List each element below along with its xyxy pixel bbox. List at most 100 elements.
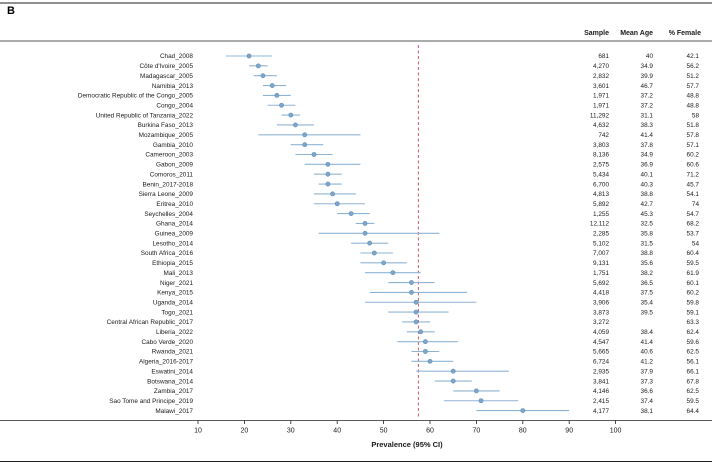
point-estimate [381,260,386,266]
sample-value: 2,935 [593,368,609,375]
forest-row: United Republic of Tanzania_2022 11,292 31… [96,112,700,119]
female-pct-value: 53.7 [687,231,700,238]
sample-value: 5,692 [593,280,609,287]
mean-age-value: 39.5 [641,309,654,316]
sample-value: 4,177 [593,408,609,415]
row-label: Burkina Faso_2013 [138,122,194,129]
forest-row: Eritrea_2010 5,892 42.7 74 [156,201,699,208]
point-estimate [274,93,280,98]
x-tick-label: 60 [426,428,434,435]
x-axis-title: Prevalence (95% CI) [371,440,443,449]
female-pct-value: 59.8 [687,299,700,306]
forest-row: Sao Tome and Principe_2019 2,415 37.4 59.5 [109,398,699,405]
mean-age-value: 42.7 [641,201,654,208]
x-tick-label: 70 [473,428,481,435]
point-estimate [478,398,484,404]
female-pct-value: 61.9 [687,270,700,277]
mean-age-value: 35.8 [641,231,654,238]
mean-age-value: 40.3 [641,181,654,188]
female-pct-value: 59.5 [687,398,700,405]
mean-age-value: 37.3 [641,378,654,385]
sample-value: 2,285 [593,231,609,238]
sample-value: 11,292 [590,112,610,119]
row-label: Kenya_2015 [157,290,193,297]
point-estimate [473,388,479,394]
female-pct-value: 54.1 [687,191,700,198]
mean-age-value: 41.2 [641,359,654,366]
forest-row: Benin_2017-2018 6,700 40.3 45.7 [143,181,700,188]
sample-value: 3,873 [593,309,609,316]
female-pct-value: 57.7 [687,83,700,90]
sample-value: 5,665 [593,349,609,356]
row-label: Algeria_2016-2017 [139,359,193,366]
x-tick-label: 100 [610,428,622,435]
forest-row: Comoros_2011 5,434 40.1 71.2 [150,171,700,178]
row-label: Benin_2017-2018 [143,181,194,188]
mean-age-value: 34.9 [641,63,654,70]
mean-age-value: 37.5 [641,290,654,297]
mean-age-value: 38.3 [641,122,654,129]
point-estimate [409,289,414,295]
sample-value: 12,112 [590,221,610,228]
female-pct-value: 56.1 [687,359,700,366]
mean-age-value: 36.5 [641,280,654,287]
sample-value: 5,892 [593,201,609,208]
mean-age-value: 38.2 [641,270,654,277]
row-label: Zambia_2017 [154,388,194,395]
row-label: Central African Republic_2017 [107,319,194,326]
female-pct-value: 60.2 [687,290,700,297]
female-pct-value: 63.3 [687,319,700,326]
sample-value: 9,131 [593,260,609,267]
forest-row: Burkina Faso_2013 4,632 38.3 51.8 [138,122,700,129]
row-label: Ghana_2014 [156,221,193,228]
sample-value: 4,059 [593,329,609,336]
point-estimate [334,201,340,207]
forest-row: Botswana_2014 3,841 37.3 67.8 [147,378,699,385]
row-label: Cameroon_2003 [145,152,193,159]
row-label: Ethiopia_2015 [152,260,193,267]
forest-row: Seychelles_2004 1,255 45.3 54.7 [144,211,699,218]
x-tick-label: 90 [565,428,573,435]
female-pct-value: 54.7 [687,211,700,218]
point-estimate [422,339,428,345]
mean-age-value: 46.7 [641,83,654,90]
female-pct-value: 51.2 [687,73,700,80]
sample-value: 742 [598,132,609,139]
row-label: Botswana_2014 [147,378,193,385]
point-estimate [450,368,456,374]
sample-value: 3,906 [593,299,609,306]
female-pct-value: 59.5 [687,260,700,267]
row-label: Namibia_2013 [152,83,194,90]
forest-row: Togo_2021 3,873 39.5 59.1 [161,309,699,316]
point-estimate [418,329,424,335]
sample-value: 4,547 [593,339,609,346]
point-estimate [450,378,456,384]
point-estimate [413,299,419,305]
female-pct-value: 48.8 [687,93,700,100]
point-estimate [348,211,354,216]
point-estimate [325,181,331,187]
forest-row: Congo_2004 1,971 37.2 48.8 [156,102,699,109]
sample-value: 2,415 [593,398,609,405]
sample-value: 3,272 [593,319,609,326]
mean-age-value: 31.5 [641,240,654,247]
female-pct-value: 67.8 [687,378,700,385]
sample-value: 5,434 [593,171,609,178]
sample-value: 6,700 [593,181,609,188]
female-pct-value: 60.2 [687,152,700,159]
row-label: Gambia_2010 [153,142,194,149]
row-label: Guinea_2009 [155,231,194,238]
female-pct-value: 64.4 [687,408,700,415]
point-estimate [325,171,331,177]
x-tick-label: 20 [241,428,249,435]
x-tick-label: 80 [519,428,527,435]
point-estimate [409,280,414,285]
forest-row: Guinea_2009 2,285 35.8 53.7 [155,231,700,238]
mean-age-value: 38.8 [641,250,654,257]
row-label: Liberia_2022 [156,329,193,336]
sample-value: 681 [598,53,609,60]
mean-age-value: 38.1 [641,408,654,415]
forest-row: Cabo Verde_2020 4,547 41.4 59.6 [141,339,699,346]
sample-value: 3,803 [593,142,609,149]
mean-age-value: 41.4 [641,339,654,346]
